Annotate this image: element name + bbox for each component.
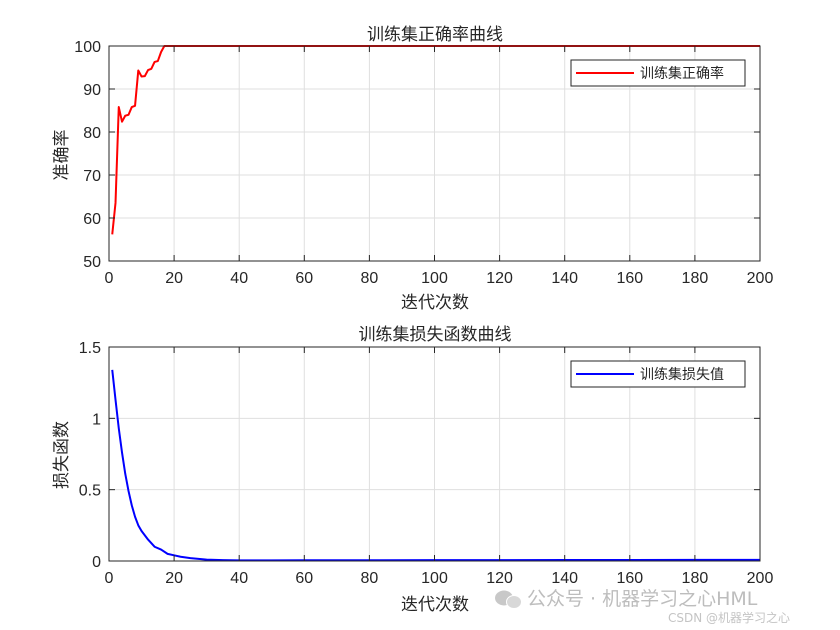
accuracy-x-tick-label: 80 (361, 270, 379, 287)
loss-y-tick-label: 0.5 (79, 483, 101, 500)
accuracy-y-ticks: 50 60 70 80 90 100 (74, 39, 760, 271)
accuracy-legend-label: 训练集正确率 (640, 65, 724, 82)
accuracy-y-tick-label: 50 (83, 254, 101, 271)
accuracy-chart: 0 20 40 60 80 100 120 140 160 180 200 50 60 70 80 90 10… (52, 25, 773, 313)
loss-x-tick-label: 40 (230, 570, 248, 587)
loss-x-ticks: 0 20 40 60 80 100 120 140 160 180 200 (105, 347, 774, 587)
loss-x-tick-label: 200 (747, 570, 774, 587)
loss-x-tick-label: 0 (105, 570, 114, 587)
loss-x-tick-label: 140 (551, 570, 578, 587)
loss-x-tick-label: 120 (486, 570, 513, 587)
accuracy-x-tick-label: 120 (486, 270, 513, 287)
loss-legend: 训练集损失值 (570, 360, 746, 388)
accuracy-x-tick-label: 20 (165, 270, 183, 287)
loss-y-axis-label: 损失函数 (52, 421, 72, 489)
accuracy-x-tick-label: 180 (682, 270, 709, 287)
loss-chart: 0 20 40 60 80 100 120 140 160 180 200 0 0.5 1 1.5 训练集… (52, 325, 773, 615)
loss-x-tick-label: 180 (682, 570, 709, 587)
accuracy-x-tick-label: 60 (295, 270, 313, 287)
loss-x-tick-label: 100 (421, 570, 448, 587)
loss-x-tick-label: 160 (616, 570, 643, 587)
loss-chart-title: 训练集损失函数曲线 (359, 325, 512, 345)
loss-y-tick-label: 1 (92, 411, 101, 428)
watermark-main-text: 公众号 · 机器学习之心HML (527, 588, 758, 610)
accuracy-y-tick-label: 90 (83, 82, 101, 99)
accuracy-x-tick-label: 200 (747, 270, 774, 287)
loss-x-tick-label: 80 (361, 570, 379, 587)
loss-x-axis-label: 迭代次数 (401, 595, 469, 615)
accuracy-x-axis-label: 迭代次数 (401, 293, 469, 313)
accuracy-y-axis-label: 准确率 (52, 130, 72, 181)
accuracy-x-tick-label: 140 (551, 270, 578, 287)
accuracy-legend: 训练集正确率 (570, 59, 746, 87)
accuracy-y-tick-label: 70 (83, 168, 101, 185)
accuracy-chart-title: 训练集正确率曲线 (367, 25, 503, 45)
loss-legend-label: 训练集损失值 (640, 366, 724, 383)
loss-y-tick-label: 1.5 (79, 340, 101, 357)
accuracy-x-tick-label: 100 (421, 270, 448, 287)
loss-y-tick-label: 0 (92, 554, 101, 571)
accuracy-y-tick-label: 60 (83, 211, 101, 228)
accuracy-y-tick-label: 100 (74, 39, 101, 56)
loss-x-tick-label: 20 (165, 570, 183, 587)
loss-x-tick-label: 60 (295, 570, 313, 587)
accuracy-x-tick-label: 160 (616, 270, 643, 287)
accuracy-y-tick-label: 80 (83, 125, 101, 142)
loss-y-ticks: 0 0.5 1 1.5 (79, 340, 760, 571)
accuracy-x-tick-label: 0 (105, 270, 114, 287)
watermark-sub-text: CSDN @机器学习之心 (668, 610, 790, 625)
accuracy-x-ticks: 0 20 40 60 80 100 120 140 160 180 200 (105, 46, 774, 287)
wechat-icon (495, 590, 522, 609)
accuracy-x-tick-label: 40 (230, 270, 248, 287)
watermark: 公众号 · 机器学习之心HML CSDN @机器学习之心 (495, 588, 790, 625)
